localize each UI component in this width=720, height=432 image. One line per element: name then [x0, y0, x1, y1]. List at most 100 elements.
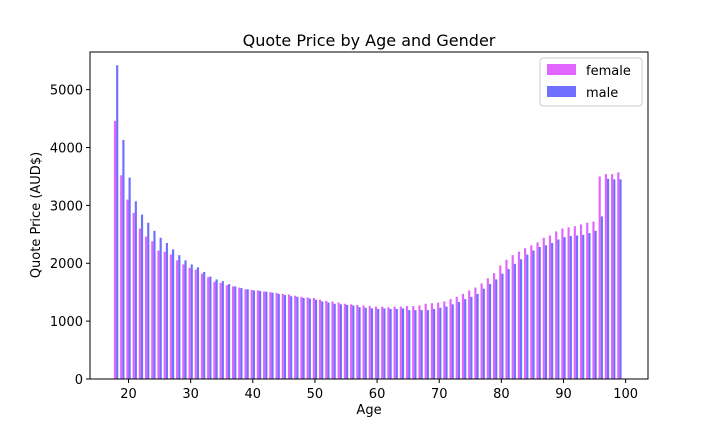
bar-male-28	[178, 255, 181, 379]
bar-female-53	[331, 301, 334, 379]
bar-female-63	[393, 306, 396, 379]
bar-female-51	[318, 299, 322, 379]
bar-male-27	[172, 249, 175, 379]
plot-frame	[89, 51, 649, 380]
y-tick-label-3000: 3000	[50, 199, 83, 214]
bar-female-79	[492, 273, 496, 379]
bar-male-78	[488, 284, 492, 379]
bar-male-82	[513, 263, 516, 379]
bar-male-83	[520, 259, 523, 379]
bar-male-44	[277, 293, 280, 379]
legend-label-male: male	[586, 86, 618, 101]
bar-female-28	[176, 260, 179, 379]
bar-male-26	[165, 242, 168, 379]
bar-female-66	[412, 306, 415, 379]
legend-swatch-male	[547, 86, 576, 97]
bar-male-31	[196, 267, 200, 379]
bar-male-51	[321, 301, 324, 379]
bar-male-98	[613, 179, 616, 379]
x-tick-label-40: 40	[245, 387, 262, 402]
bar-male-40	[252, 290, 255, 379]
x-tick-label-100: 100	[613, 387, 638, 402]
bar-male-62	[389, 308, 392, 379]
bar-male-66	[414, 310, 417, 379]
bar-female-96	[598, 176, 601, 379]
bar-female-87	[542, 237, 545, 379]
bar-male-59	[370, 308, 374, 379]
bar-male-55	[346, 304, 349, 379]
bar-male-74	[464, 299, 467, 379]
bar-female-37	[231, 286, 235, 379]
bar-female-58	[362, 305, 365, 379]
bar-female-54	[337, 302, 340, 379]
bar-male-85	[532, 250, 535, 379]
bar-male-54	[339, 304, 342, 379]
bar-female-98	[611, 174, 614, 379]
bar-female-38	[238, 287, 241, 379]
x-tick-label-20: 20	[120, 387, 137, 402]
bar-female-85	[530, 245, 533, 379]
bar-male-99	[619, 179, 622, 379]
bar-male-90	[563, 237, 566, 379]
bar-male-71	[445, 306, 448, 379]
bar-female-35	[219, 282, 222, 379]
bar-male-57	[358, 307, 361, 379]
bar-female-46	[287, 294, 291, 379]
bar-male-18	[116, 65, 119, 379]
bar-male-56	[352, 305, 355, 379]
y-tick-label-1000: 1000	[50, 315, 83, 330]
x-axis: 20 30 40 50 60 70 80 90 100	[120, 379, 638, 402]
y-tick-label-2000: 2000	[50, 257, 83, 272]
bar-male-25	[159, 237, 162, 379]
x-tick-label-90: 90	[555, 387, 572, 402]
bar-female-64	[399, 306, 402, 379]
bar-male-76	[476, 293, 479, 379]
chart-title: Quote Price by Age and Gender	[243, 31, 496, 50]
bar-male-41	[259, 291, 262, 379]
y-tick-label-4000: 4000	[50, 141, 83, 156]
y-tick-label-5000: 5000	[50, 84, 83, 99]
bar-female-57	[356, 304, 359, 379]
legend-label-female: female	[586, 64, 631, 79]
bar-male-96	[600, 216, 603, 379]
bar-female-74	[461, 293, 465, 379]
bar-female-30	[188, 267, 191, 379]
bar-female-99	[617, 172, 620, 379]
bar-female-94	[586, 222, 589, 379]
bar-female-50	[312, 297, 315, 379]
bar-female-48	[300, 296, 303, 379]
bar-female-88	[548, 235, 552, 379]
bar-male-24	[153, 230, 156, 379]
bar-female-70	[437, 302, 440, 379]
bar-female-36	[225, 285, 228, 379]
bar-female-27	[169, 254, 173, 379]
bar-male-69	[433, 308, 436, 379]
bar-female-75	[468, 290, 471, 379]
bar-male-75	[470, 296, 473, 379]
bar-male-19	[122, 139, 125, 379]
bar-male-92	[575, 235, 579, 379]
bar-male-39	[246, 289, 249, 379]
bar-male-20	[128, 177, 131, 379]
bar-male-94	[588, 233, 591, 379]
bar-male-67	[420, 310, 423, 379]
bar-female-45	[281, 293, 284, 379]
bar-male-48	[302, 297, 305, 379]
bar-female-86	[536, 242, 539, 379]
bar-female-41	[256, 290, 260, 379]
bar-female-62	[387, 307, 390, 379]
bar-female-33	[207, 277, 210, 379]
bar-female-24	[151, 241, 154, 379]
bar-female-89	[555, 231, 558, 379]
bar-male-77	[482, 288, 485, 379]
bar-male-88	[551, 242, 554, 379]
bar-female-34	[213, 281, 216, 379]
bar-male-79	[495, 279, 498, 379]
bar-female-20	[126, 199, 129, 379]
bar-female-71	[443, 301, 446, 379]
bar-female-60	[374, 306, 378, 379]
bar-female-31	[194, 269, 197, 379]
bar-female-92	[573, 226, 576, 379]
y-axis-label: Quote Price (AUD$)	[29, 152, 44, 278]
bar-male-95	[594, 230, 597, 379]
